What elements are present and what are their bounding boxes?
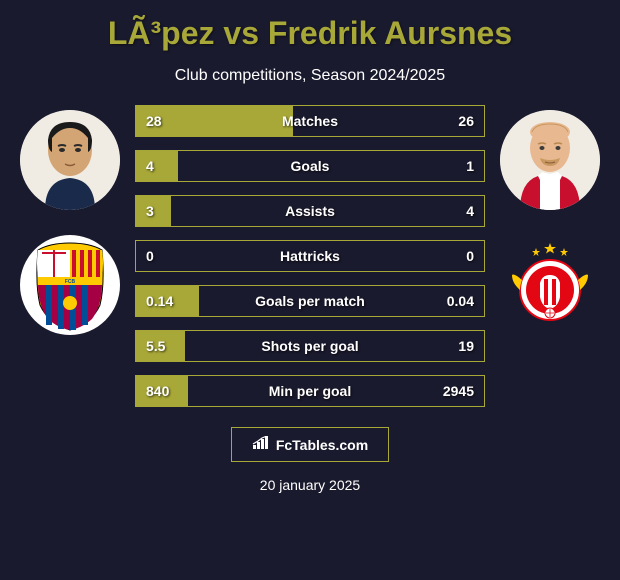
page-title: LÃ³pez vs Fredrik Aursnes xyxy=(108,15,512,52)
stat-value-right: 2945 xyxy=(443,383,474,399)
stat-row: 5.5 19 Shots per goal xyxy=(135,330,485,362)
footer-logo-text: FcTables.com xyxy=(276,437,368,453)
stat-label: Goals xyxy=(291,158,330,174)
stats-column: 28 26 Matches 4 1 Goals 3 4 Assists 0 0 Hattricks 0.… xyxy=(135,105,485,407)
left-column: FCB xyxy=(20,105,120,335)
stat-row: 28 26 Matches xyxy=(135,105,485,137)
svg-text:FCB: FCB xyxy=(65,279,76,285)
player-right-avatar xyxy=(500,110,600,210)
barcelona-badge-icon: FCB xyxy=(20,235,120,335)
stat-row: 4 1 Goals xyxy=(135,150,485,182)
stat-value-left: 3 xyxy=(146,203,154,219)
stat-label: Goals per match xyxy=(255,293,365,309)
stat-value-left: 840 xyxy=(146,383,169,399)
stat-value-right: 4 xyxy=(466,203,474,219)
stat-label: Min per goal xyxy=(269,383,351,399)
stat-value-right: 0.04 xyxy=(447,293,474,309)
right-column xyxy=(500,105,600,335)
stat-value-left: 5.5 xyxy=(146,338,165,354)
stat-value-right: 19 xyxy=(458,338,474,354)
stat-label: Hattricks xyxy=(280,248,340,264)
stat-label: Matches xyxy=(282,113,338,129)
stat-row: 840 2945 Min per goal xyxy=(135,375,485,407)
subtitle: Club competitions, Season 2024/2025 xyxy=(175,67,445,85)
stat-value-left: 0.14 xyxy=(146,293,173,309)
stat-row: 3 4 Assists xyxy=(135,195,485,227)
chart-icon xyxy=(252,436,270,453)
stat-value-right: 0 xyxy=(466,248,474,264)
avatar-placeholder-icon xyxy=(20,110,120,210)
stat-value-right: 1 xyxy=(466,158,474,174)
benfica-badge-icon xyxy=(500,235,600,335)
club-left-badge: FCB xyxy=(20,235,120,335)
stat-value-right: 26 xyxy=(458,113,474,129)
footer-logo[interactable]: FcTables.com xyxy=(231,427,389,462)
stat-value-left: 0 xyxy=(146,248,154,264)
stat-value-left: 4 xyxy=(146,158,154,174)
stat-value-left: 28 xyxy=(146,113,162,129)
comparison-card: LÃ³pez vs Fredrik Aursnes Club competiti… xyxy=(0,0,620,580)
stat-row: 0.14 0.04 Goals per match xyxy=(135,285,485,317)
footer-date: 20 january 2025 xyxy=(260,477,360,493)
stat-label: Shots per goal xyxy=(261,338,358,354)
stat-row: 0 0 Hattricks xyxy=(135,240,485,272)
stat-label: Assists xyxy=(285,203,335,219)
player-left-avatar xyxy=(20,110,120,210)
avatar-placeholder-icon xyxy=(500,110,600,210)
club-right-badge xyxy=(500,235,600,335)
stat-bar-left xyxy=(136,151,178,181)
content-area: FCB 28 26 Matches 4 1 Goals 3 4 Assists 0 0 Hattric… xyxy=(0,105,620,407)
